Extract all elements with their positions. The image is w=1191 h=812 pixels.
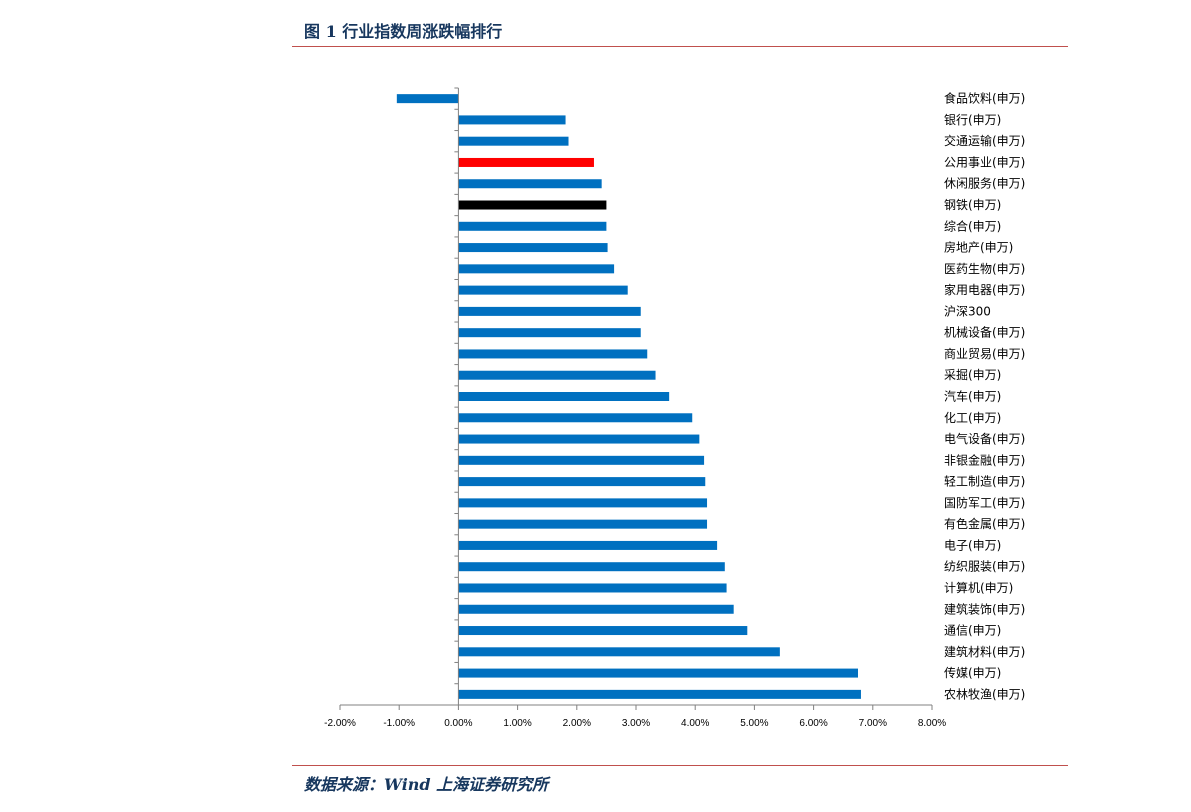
category-label: 机械设备(申万) [944,325,1025,340]
category-label: 传媒(申万) [944,665,1001,680]
bar [458,328,641,338]
source-note: 数据来源：Wind 上海证券研究所 [304,775,549,794]
bar [458,583,727,593]
category-label: 农林牧渔(申万) [944,687,1025,701]
bar [458,626,748,636]
bar [458,455,705,465]
bar [458,179,602,189]
bar [458,243,608,253]
figure-title: 图 1 行业指数周涨跌幅排行 [304,22,503,41]
category-label: 建筑材料(申万) [944,644,1025,659]
category-label: 电子(申万) [944,538,1001,552]
category-label: 轻工制造(申万) [944,475,1025,489]
category-label: 沪深300 [944,304,991,318]
category-label: 化工(申万) [944,411,1001,425]
x-tick-label: -2.00% [324,718,356,729]
bar [458,498,708,508]
bar [458,647,780,657]
top-rule [292,46,1068,47]
category-label: 银行(申万) [944,113,1001,127]
bar [458,349,648,359]
bar [458,668,858,678]
bar [458,370,656,380]
bar [458,221,607,231]
bar [458,604,734,614]
bar [458,434,700,444]
x-tick-label: -1.00% [383,718,415,729]
bar [396,94,459,104]
category-label: 医药生物(申万) [944,262,1025,276]
bar [458,285,628,295]
bar [458,562,725,572]
category-label: 通信(申万) [944,624,1001,638]
category-label: 有色金属(申万) [944,516,1025,531]
bar [458,136,569,146]
category-label: 国防军工(申万) [944,495,1025,510]
category-label: 家用电器(申万) [944,282,1025,297]
bar [458,392,670,401]
category-label: 采掘(申万) [944,367,1001,382]
category-label: 食品饮料(申万) [944,91,1025,106]
x-tick-label: 3.00% [622,718,650,729]
bar [458,519,708,529]
bar [458,264,615,274]
category-label: 非银金融(申万) [944,452,1025,467]
category-label: 交通运输(申万) [944,133,1025,148]
category-label: 电气设备(申万) [944,431,1025,446]
category-label: 公用事业(申万) [944,155,1025,169]
bar [458,157,594,167]
bottom-rule [292,765,1068,766]
category-label: 钢铁(申万) [944,198,1001,212]
x-tick-label: 0.00% [444,718,472,729]
x-tick-label: 8.00% [918,718,946,729]
category-label: 纺织服装(申万) [944,560,1025,574]
bar [458,115,566,125]
bar [458,689,861,699]
category-label: 房地产(申万) [944,240,1013,255]
bar [458,540,718,550]
x-tick-label: 6.00% [799,718,827,729]
category-label: 计算机(申万) [944,580,1013,595]
x-tick-label: 4.00% [681,718,709,729]
x-tick-label: 1.00% [503,718,531,729]
category-label: 综合(申万) [944,218,1001,233]
bar [458,306,641,316]
bar [458,477,706,487]
category-label: 汽车(申万) [944,389,1001,404]
x-tick-label: 7.00% [859,718,887,729]
x-tick-label: 2.00% [563,718,591,729]
category-label: 休闲服务(申万) [944,176,1025,191]
category-label: 商业贸易(申万) [944,346,1025,361]
category-label: 建筑装饰(申万) [944,601,1025,616]
bar [458,200,607,210]
bar [458,413,693,423]
x-tick-label: 5.00% [740,718,768,729]
